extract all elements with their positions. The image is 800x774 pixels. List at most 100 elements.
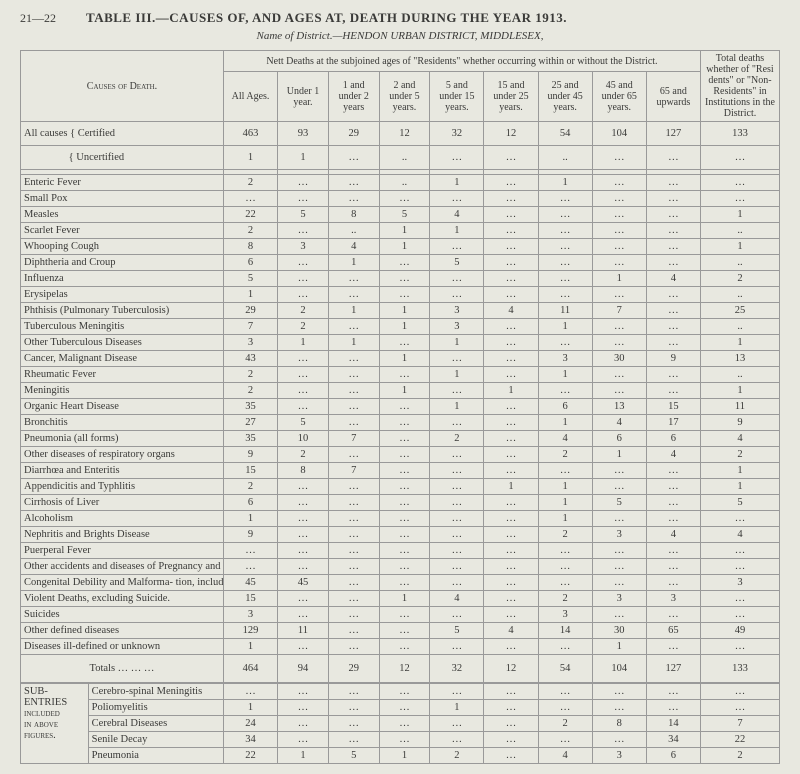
cell: 9	[646, 351, 700, 367]
cell: …	[646, 463, 700, 479]
cell: …	[700, 146, 779, 170]
age-col-header: 65 and upwards	[646, 72, 700, 122]
cell: …	[538, 191, 592, 207]
subtitle: Name of District.—HENDON URBAN DISTRICT,…	[20, 30, 780, 42]
cell: …	[592, 191, 646, 207]
cause-cell: Meningitis	[21, 383, 224, 399]
cell: …	[223, 684, 277, 700]
cell: …	[592, 255, 646, 271]
cell: …	[484, 748, 538, 764]
cell: …	[646, 684, 700, 700]
cell: …	[538, 559, 592, 575]
cell: …	[484, 575, 538, 591]
cause-cell: Phthisis (Pulmonary Tuberculosis)	[21, 303, 224, 319]
cell: …	[278, 351, 329, 367]
cell: …	[484, 415, 538, 431]
cause-cell: Puerperal Fever	[21, 543, 224, 559]
cell: 9	[223, 527, 277, 543]
cell: …	[592, 463, 646, 479]
cell: …	[700, 700, 779, 716]
cell: …	[328, 271, 379, 287]
cell: …	[328, 479, 379, 495]
cell: …	[379, 415, 430, 431]
cell: …	[484, 716, 538, 732]
cell: 7	[700, 716, 779, 732]
cell: 1	[223, 146, 277, 170]
cell: …	[223, 559, 277, 575]
cell: ..	[538, 146, 592, 170]
cell: …	[484, 239, 538, 255]
cell: 25	[700, 303, 779, 319]
cell: 4	[538, 748, 592, 764]
cell: …	[379, 575, 430, 591]
cell: 2	[223, 367, 277, 383]
cell: …	[646, 700, 700, 716]
cell: …	[592, 684, 646, 700]
cell: …	[700, 559, 779, 575]
cell: …	[538, 255, 592, 271]
cell: 1	[538, 511, 592, 527]
cell: …	[379, 527, 430, 543]
cell: …	[484, 639, 538, 655]
cell: …	[592, 479, 646, 495]
cause-cell: Diarrhœa and Enteritis	[21, 463, 224, 479]
cell: …	[484, 700, 538, 716]
cell: …	[646, 479, 700, 495]
cell: 2	[430, 431, 484, 447]
cell: 9	[700, 415, 779, 431]
cell: …	[646, 255, 700, 271]
cell: 1	[430, 399, 484, 415]
sub-table: SUB-ENTRIESincludedin abovefigures.Cereb…	[20, 683, 780, 764]
cell: …	[484, 495, 538, 511]
cell: …	[430, 146, 484, 170]
cell: 1	[223, 639, 277, 655]
cause-cell: Erysipelas	[21, 287, 224, 303]
cell: 9	[223, 447, 277, 463]
cell: …	[484, 463, 538, 479]
cell: 5	[223, 271, 277, 287]
cell: 29	[223, 303, 277, 319]
cell: 30	[592, 351, 646, 367]
cell: 3	[646, 591, 700, 607]
cell: ..	[379, 146, 430, 170]
cause-cell: Cirrhosis of Liver	[21, 495, 224, 511]
cell: …	[646, 559, 700, 575]
cell: …	[379, 463, 430, 479]
cell: …	[278, 255, 329, 271]
all-causes-label: All causes { Certified	[21, 122, 224, 146]
cell: 1	[592, 639, 646, 655]
cell: …	[700, 684, 779, 700]
cause-cell: Diseases ill-defined or unknown	[21, 639, 224, 655]
cell: …	[484, 543, 538, 559]
cell: …	[700, 607, 779, 623]
cell: …	[278, 383, 329, 399]
cell: …	[328, 383, 379, 399]
age-col-header: 25 and under 45 years.	[538, 72, 592, 122]
cell: …	[430, 271, 484, 287]
cell: …	[379, 287, 430, 303]
cell: …	[646, 287, 700, 303]
cell: 6	[223, 255, 277, 271]
cause-cell: Organic Heart Disease	[21, 399, 224, 415]
cell: 129	[223, 623, 277, 639]
cell: 2	[223, 175, 277, 191]
cell: 1	[379, 303, 430, 319]
cell: 1	[278, 335, 329, 351]
cell: 1	[328, 303, 379, 319]
cell: 15	[223, 463, 277, 479]
cell: 4	[646, 447, 700, 463]
cell: 5	[278, 207, 329, 223]
nett-header: Nett Deaths at the subjoined ages of "Re…	[223, 51, 700, 72]
page-number: 21—22	[20, 11, 56, 26]
cell: ..	[700, 223, 779, 239]
total-header: Total deaths whether of "Resi dents" or …	[700, 51, 779, 122]
cell: …	[538, 287, 592, 303]
cell: …	[538, 207, 592, 223]
cell: …	[430, 716, 484, 732]
cell: …	[484, 591, 538, 607]
cell: …	[328, 684, 379, 700]
cell: 1	[223, 287, 277, 303]
cell: …	[592, 700, 646, 716]
cause-cell: Suicides	[21, 607, 224, 623]
cause-cell: Whooping Cough	[21, 239, 224, 255]
